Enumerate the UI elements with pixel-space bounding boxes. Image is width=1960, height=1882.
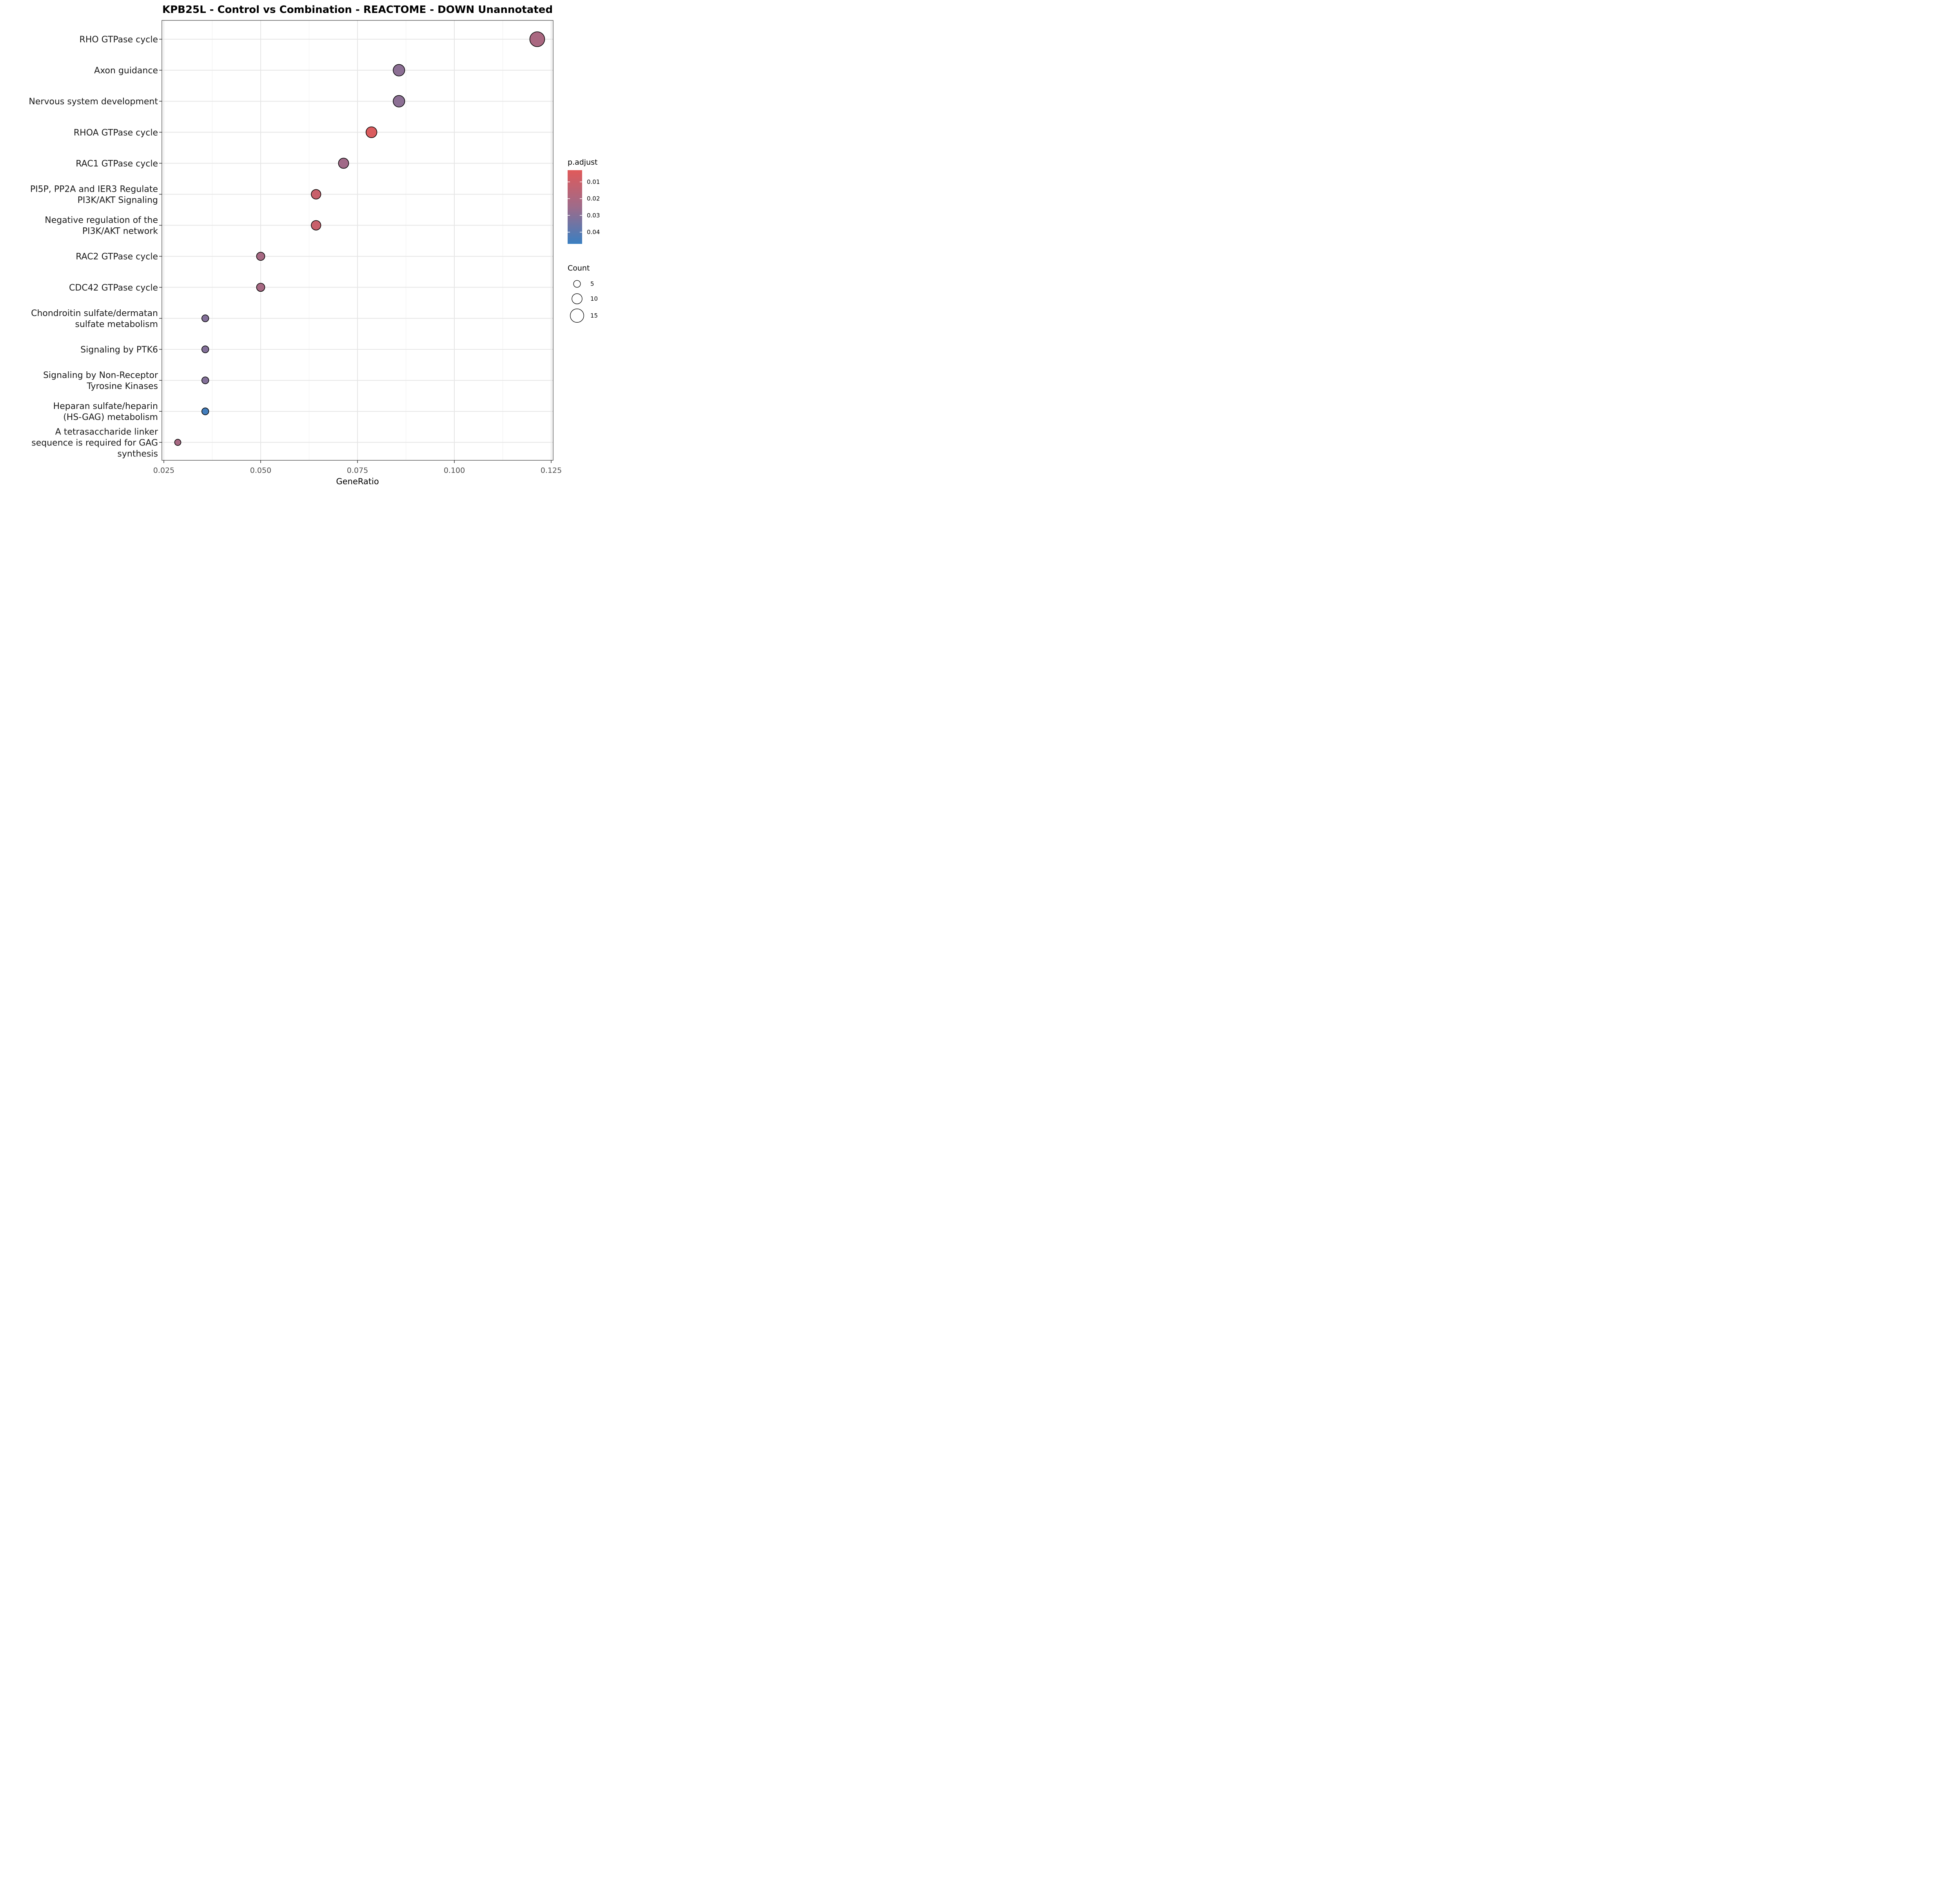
x-axis: 0.025 0.050 0.075 0.100 0.125 xyxy=(153,460,562,475)
dot-plot: KPB25L - Control vs Combination - REACTO… xyxy=(29,4,600,486)
data-point xyxy=(393,64,405,76)
color-legend: p.adjust 0.01 0.02 0.03 0.04 xyxy=(568,158,600,244)
size-legend-key xyxy=(573,280,581,288)
y-tick-label: Heparan sulfate/heparin (HS-GAG) metaboli… xyxy=(53,401,158,422)
color-legend-tick-label: 0.03 xyxy=(587,212,600,219)
data-point xyxy=(201,376,209,384)
y-tick-label: Nervous system development xyxy=(29,97,158,107)
y-tick-label: A tetrasaccharide linker sequence is requ… xyxy=(31,427,158,459)
chart-title: KPB25L - Control vs Combination - REACTO… xyxy=(162,4,553,16)
color-legend-tick-label: 0.01 xyxy=(587,178,600,185)
y-tick-label: RHO GTPase cycle xyxy=(80,35,158,45)
y-tick-label: RAC2 GTPase cycle xyxy=(76,252,158,262)
x-tick-label: 0.050 xyxy=(250,466,271,475)
y-tick-label: Negative regulation of the PI3K/AKT netwo… xyxy=(45,216,158,236)
x-tick-label: 0.125 xyxy=(541,466,562,475)
x-axis-title: GeneRatio xyxy=(336,477,379,486)
size-legend-key xyxy=(570,309,584,323)
size-legend-title: Count xyxy=(568,264,590,272)
grid xyxy=(162,20,553,460)
data-point xyxy=(393,95,405,107)
size-legend-label: 15 xyxy=(590,312,598,319)
data-point xyxy=(201,345,209,353)
data-point xyxy=(529,31,545,47)
data-point xyxy=(338,158,349,169)
y-axis: RHO GTPase cycle Axon guidance Nervous sys… xyxy=(29,35,162,459)
color-legend-bar xyxy=(568,170,582,244)
size-legend-label: 10 xyxy=(590,295,598,302)
points xyxy=(174,31,545,446)
x-tick-label: 0.025 xyxy=(153,466,174,475)
y-tick-label: Signaling by PTK6 xyxy=(80,345,158,355)
data-point xyxy=(201,314,209,322)
color-legend-title: p.adjust xyxy=(568,158,597,167)
y-tick-label: CDC42 GTPase cycle xyxy=(69,283,158,293)
x-tick-label: 0.100 xyxy=(444,466,465,475)
y-tick-label: Axon guidance xyxy=(94,66,158,76)
data-point xyxy=(365,126,377,138)
data-point xyxy=(311,220,321,231)
size-legend: Count 5 10 15 xyxy=(568,264,598,323)
y-tick-label: Signaling by Non-Receptor Tyrosine Kinase… xyxy=(43,371,158,391)
data-point xyxy=(201,407,209,415)
size-legend-label: 5 xyxy=(590,280,594,287)
y-tick-label: Chondroitin sulfate/dermatan sulfate meta… xyxy=(31,309,158,329)
chart: KPB25L - Control vs Combination - REACTO… xyxy=(0,0,608,486)
color-legend-tick-label: 0.04 xyxy=(587,229,600,236)
data-point xyxy=(256,252,265,261)
y-tick-label: RAC1 GTPase cycle xyxy=(76,159,158,169)
data-point xyxy=(311,189,321,200)
x-tick-label: 0.075 xyxy=(347,466,368,475)
size-legend-key xyxy=(572,293,583,304)
y-tick-label: RHOA GTPase cycle xyxy=(74,128,158,138)
color-legend-tick-label: 0.02 xyxy=(587,195,600,202)
data-point xyxy=(174,439,181,446)
y-tick-label: PI5P, PP2A and IER3 Regulate PI3K/AKT Sig… xyxy=(30,185,158,205)
data-point xyxy=(256,283,265,292)
